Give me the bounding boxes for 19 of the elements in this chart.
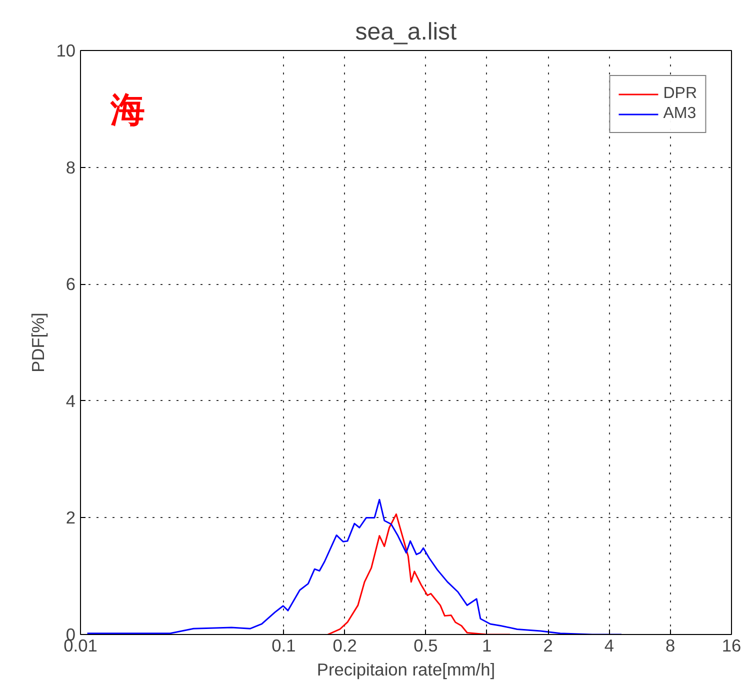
x-tick-label: 2	[543, 636, 553, 656]
y-tick-label: 2	[66, 508, 76, 528]
y-axis-title: PDF[%]	[28, 312, 48, 372]
x-axis-title: Precipitaion rate[mm/h]	[316, 660, 496, 680]
chart-title: sea_a.list	[355, 18, 458, 46]
y-tick-label: 8	[66, 157, 76, 178]
y-tick-label: 10	[56, 40, 76, 60]
x-tick-label: 1	[482, 636, 492, 656]
x-tick-label: 4	[604, 636, 614, 656]
legend-label: DPR	[663, 85, 697, 103]
x-tick-label: 16	[722, 636, 742, 656]
annotation: 海	[110, 92, 146, 130]
y-tick-label: 6	[66, 274, 76, 294]
y-tick-label: 4	[66, 390, 76, 411]
x-tick-label: 0.2	[332, 636, 357, 656]
x-tick-label: 0.5	[414, 636, 438, 656]
x-tick-label: 8	[666, 636, 676, 656]
legend-label: AM3	[663, 105, 696, 123]
x-tick-label: 0.1	[272, 636, 296, 656]
